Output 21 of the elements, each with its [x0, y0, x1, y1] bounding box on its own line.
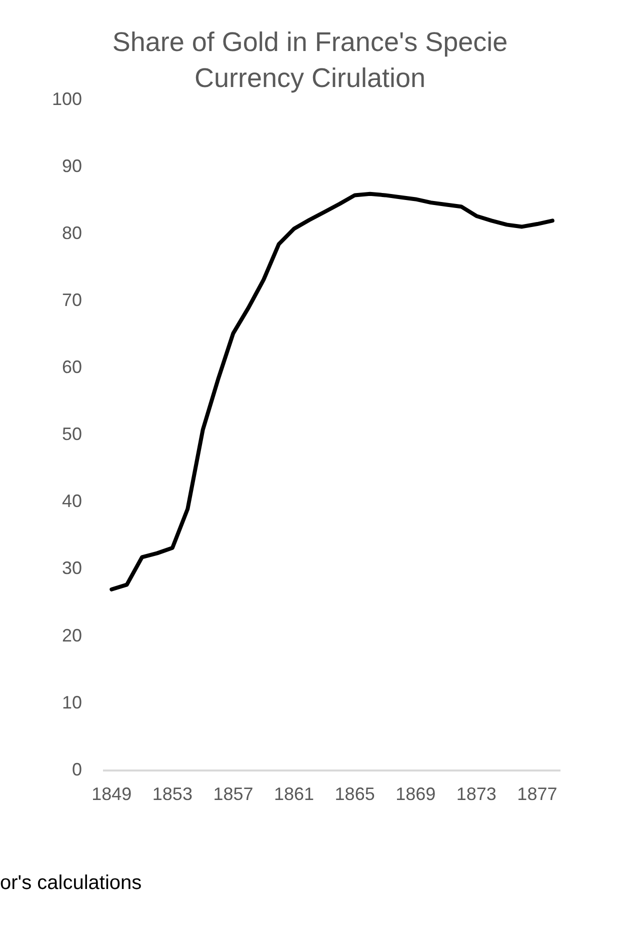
- y-tick-label: 50: [62, 424, 82, 444]
- y-tick-label: 20: [62, 625, 82, 646]
- x-tick-label: 1865: [334, 784, 375, 804]
- y-tick-label: 0: [72, 759, 82, 780]
- x-tick-label: 1869: [396, 784, 436, 804]
- y-tick-label: 60: [62, 357, 82, 378]
- y-tick-label: 90: [62, 156, 82, 176]
- text: or's calculations: [0, 872, 142, 895]
- y-tick-label: 30: [62, 558, 82, 578]
- y-tick-label: 80: [62, 223, 82, 244]
- x-tick-label: 1873: [456, 784, 496, 804]
- y-tick-label: 10: [62, 692, 82, 712]
- x-tick-label: 1849: [92, 784, 132, 804]
- x-tick-label: 1853: [152, 784, 192, 804]
- x-tick-label: 1861: [274, 784, 314, 804]
- y-tick-label: 100: [52, 88, 82, 109]
- y-tick-label: 70: [62, 290, 82, 310]
- x-tick-label: 1877: [517, 784, 558, 804]
- x-tick-label: 1857: [213, 784, 254, 804]
- chart-title: Share of Gold in France's Specie Currency Cirulation: [112, 27, 508, 93]
- y-tick-label: 40: [62, 491, 82, 512]
